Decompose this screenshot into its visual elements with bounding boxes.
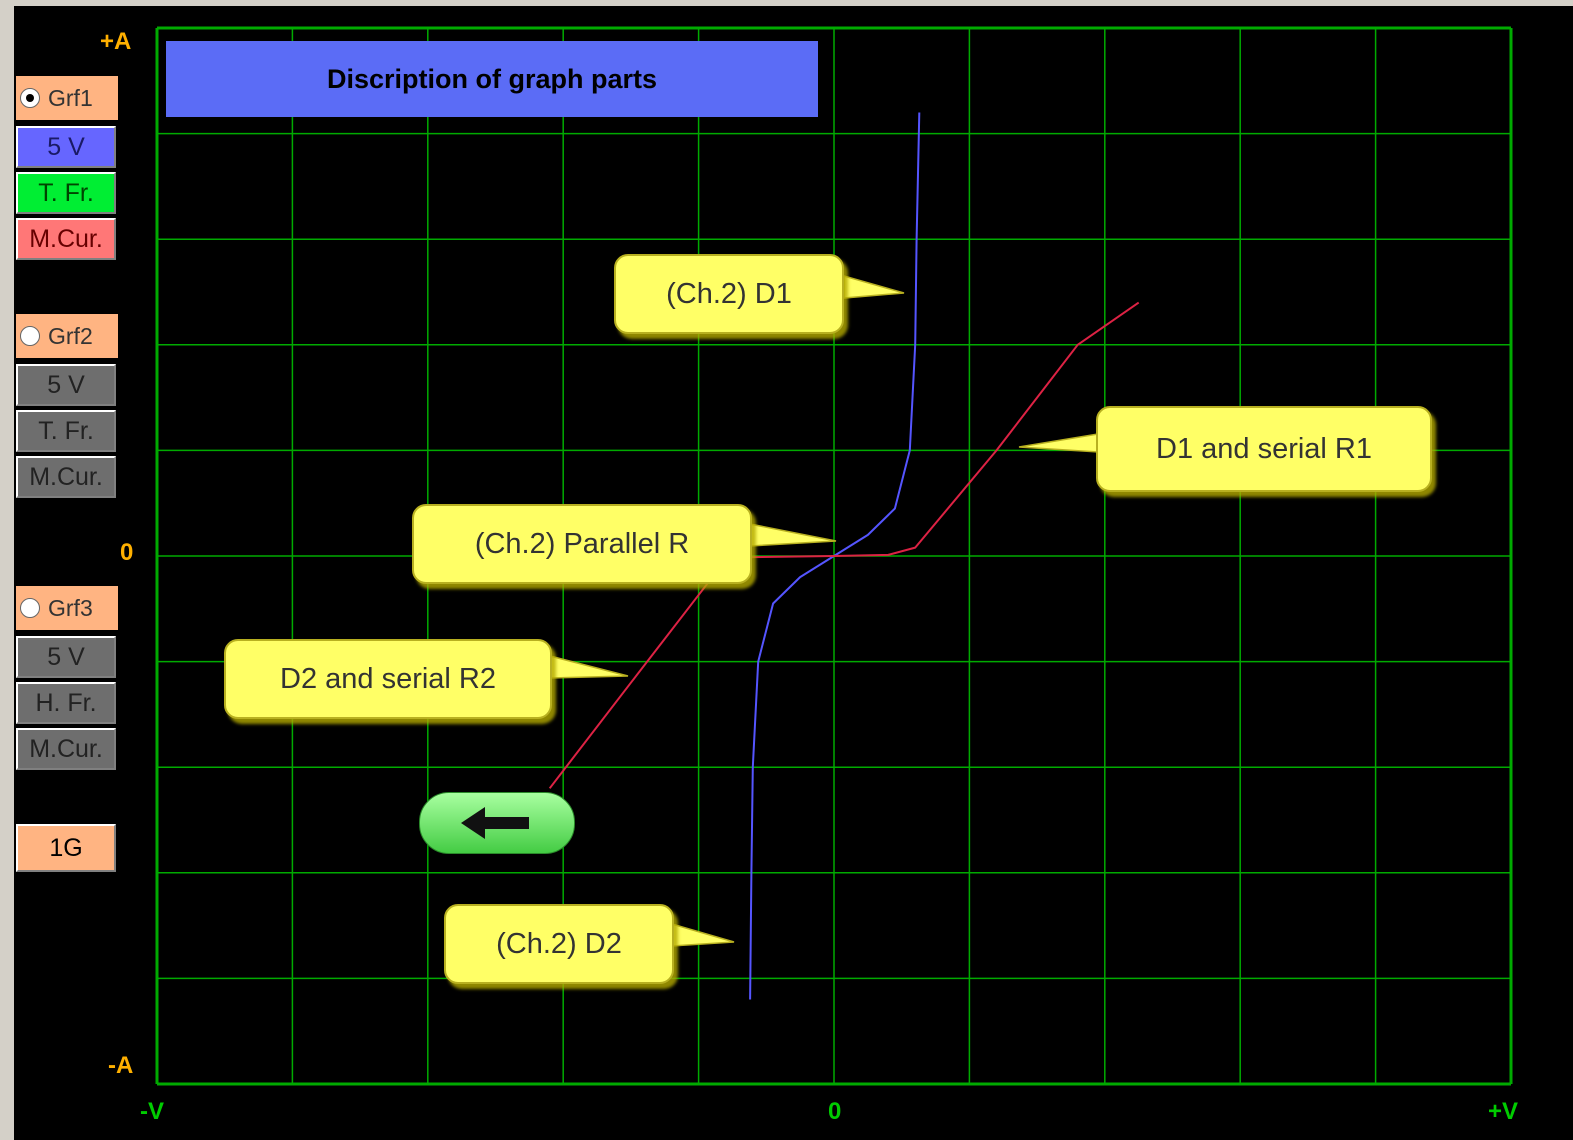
grf2-current-button[interactable]: M.Cur. xyxy=(16,456,116,498)
radio-grf3-indicator xyxy=(20,598,40,618)
callout-pointer-4 xyxy=(549,655,629,679)
back-button[interactable] xyxy=(419,792,575,854)
scale-button[interactable]: 1G xyxy=(16,824,116,872)
y-axis-bottom-label: -A xyxy=(108,1052,134,1079)
callout-ch2-d2: (Ch.2) D2 xyxy=(444,904,674,984)
radio-grf2-indicator xyxy=(20,326,40,346)
radio-grf1-label: Grf1 xyxy=(48,84,93,111)
radio-grf1-indicator xyxy=(20,88,40,108)
radio-grf3[interactable]: Grf3 xyxy=(16,586,118,630)
curve-tracer-window: +A 0 -A -V 0 +V Discription of graph par… xyxy=(14,6,1573,1140)
x-axis-right-label: +V xyxy=(1488,1098,1519,1125)
grf2-voltage-button[interactable]: 5 V xyxy=(16,364,116,406)
y-axis-zero-label: 0 xyxy=(120,539,134,566)
grf2-frequency-button[interactable]: T. Fr. xyxy=(16,410,116,452)
callout-pointer-5 xyxy=(671,923,735,947)
radio-grf2-label: Grf2 xyxy=(48,322,93,349)
callout-pointers xyxy=(549,275,1099,947)
grf1-voltage-button[interactable]: 5 V xyxy=(16,126,116,168)
curves xyxy=(548,112,1140,1000)
x-axis-left-label: -V xyxy=(140,1098,164,1125)
radio-grf2[interactable]: Grf2 xyxy=(16,314,118,358)
callout-d1-serial-r1: D1 and serial R1 xyxy=(1096,406,1432,492)
grf3-current-button[interactable]: M.Cur. xyxy=(16,728,116,770)
plot-area xyxy=(155,26,1513,1086)
radio-grf1[interactable]: Grf1 xyxy=(16,76,118,120)
callout-pointer-2 xyxy=(1018,433,1099,453)
left-arrow-icon xyxy=(461,807,529,839)
callout-ch2-parallel-r: (Ch.2) Parallel R xyxy=(412,504,752,584)
callout-ch2-d1: (Ch.2) D1 xyxy=(614,254,844,334)
callout-d2-serial-r2: D2 and serial R2 xyxy=(224,639,552,719)
curve-series-2 xyxy=(548,301,1140,789)
callout-pointer-1 xyxy=(843,275,905,299)
y-axis-top-label: +A xyxy=(100,28,132,55)
callout-pointer-3 xyxy=(749,523,837,547)
grid xyxy=(155,26,1513,1086)
grf3-voltage-button[interactable]: 5 V xyxy=(16,636,116,678)
grf3-frequency-button[interactable]: H. Fr. xyxy=(16,682,116,724)
graph-parts-title: Discription of graph parts xyxy=(166,41,818,117)
x-axis-zero-label: 0 xyxy=(828,1098,842,1125)
grf1-current-button[interactable]: M.Cur. xyxy=(16,218,116,260)
radio-grf3-label: Grf3 xyxy=(48,594,93,621)
radio-selected-dot xyxy=(26,94,34,102)
grf1-frequency-button[interactable]: T. Fr. xyxy=(16,172,116,214)
